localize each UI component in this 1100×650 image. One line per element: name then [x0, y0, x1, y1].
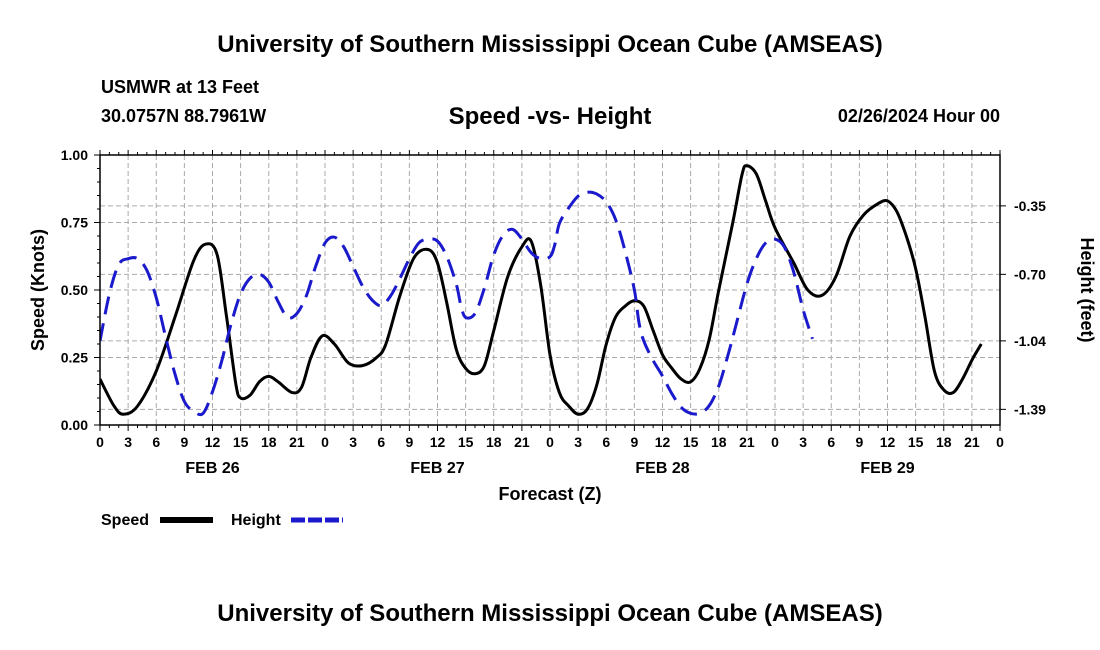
- x-tick-label: 12: [655, 434, 671, 450]
- x-tick-label: 15: [458, 434, 474, 450]
- x-tick-label: 6: [377, 434, 385, 450]
- x-tick-label: 21: [289, 434, 305, 450]
- x-tick-label: 12: [880, 434, 896, 450]
- y-tick-label: 0.25: [61, 350, 88, 366]
- chart-title: Speed -vs- Height: [449, 103, 652, 130]
- x-tick-label: 12: [205, 434, 221, 450]
- x-tick-label: 15: [908, 434, 924, 450]
- height-series-line: [100, 190, 814, 417]
- y-tick-label: 0.50: [61, 282, 88, 298]
- x-tick-label: 9: [405, 434, 413, 450]
- x-axis-label: Forecast (Z): [498, 484, 601, 504]
- station-coords: 30.0757N 88.7961W: [101, 106, 267, 126]
- x-tick-label: 0: [996, 434, 1004, 450]
- x-tick-label: 21: [514, 434, 530, 450]
- y-tick-label: 1.00: [61, 147, 88, 163]
- x-tick-label: 0: [771, 434, 779, 450]
- x-tick-label: 18: [936, 434, 952, 450]
- speed-series-line: [100, 164, 983, 416]
- y-tick-label: 0.75: [61, 215, 88, 231]
- x-tick-label: 6: [602, 434, 610, 450]
- y2-tick-label: -0.35: [1014, 198, 1046, 214]
- x-tick-label: 0: [96, 434, 104, 450]
- station-label: USMWR at 13 Feet: [101, 77, 260, 97]
- day-label: FEB 28: [635, 460, 689, 477]
- x-tick-label: 21: [964, 434, 980, 450]
- y2-tick-label: -1.04: [1014, 333, 1046, 349]
- x-tick-label: 3: [124, 434, 132, 450]
- x-tick-label: 15: [233, 434, 249, 450]
- main-title: University of Southern Mississippi Ocean…: [217, 31, 883, 58]
- x-tick-label: 18: [486, 434, 502, 450]
- x-tick-label: 0: [321, 434, 329, 450]
- x-tick-label: 6: [827, 434, 835, 450]
- day-label: FEB 26: [185, 460, 239, 477]
- x-tick-label: 3: [574, 434, 582, 450]
- y2-tick-label: -1.39: [1014, 401, 1046, 417]
- x-tick-label: 18: [711, 434, 727, 450]
- legend-label-speed: Speed: [101, 512, 149, 529]
- plot-frame: [99, 154, 1001, 426]
- x-tick-label: 0: [546, 434, 554, 450]
- x-tick-label: 3: [799, 434, 807, 450]
- x-tick-label: 21: [739, 434, 755, 450]
- x-tick-label: 18: [261, 434, 277, 450]
- footer-title: University of Southern Mississippi Ocean…: [217, 600, 883, 627]
- y2-tick-label: -0.70: [1014, 266, 1046, 282]
- y-axis-label: Speed (Knots): [28, 229, 48, 351]
- x-tick-label: 9: [855, 434, 863, 450]
- x-tick-label: 9: [630, 434, 638, 450]
- y-tick-label: 0.00: [61, 417, 88, 433]
- x-tick-label: 6: [152, 434, 160, 450]
- day-label: FEB 27: [410, 460, 464, 477]
- x-tick-label: 9: [180, 434, 188, 450]
- y2-axis-label: Height (feet): [1077, 238, 1097, 343]
- x-tick-label: 3: [349, 434, 357, 450]
- day-label: FEB 29: [860, 460, 914, 477]
- legend-label-height: Height: [231, 512, 281, 529]
- x-tick-label: 12: [430, 434, 446, 450]
- forecast-date: 02/26/2024 Hour 00: [837, 106, 1000, 126]
- x-tick-label: 15: [683, 434, 699, 450]
